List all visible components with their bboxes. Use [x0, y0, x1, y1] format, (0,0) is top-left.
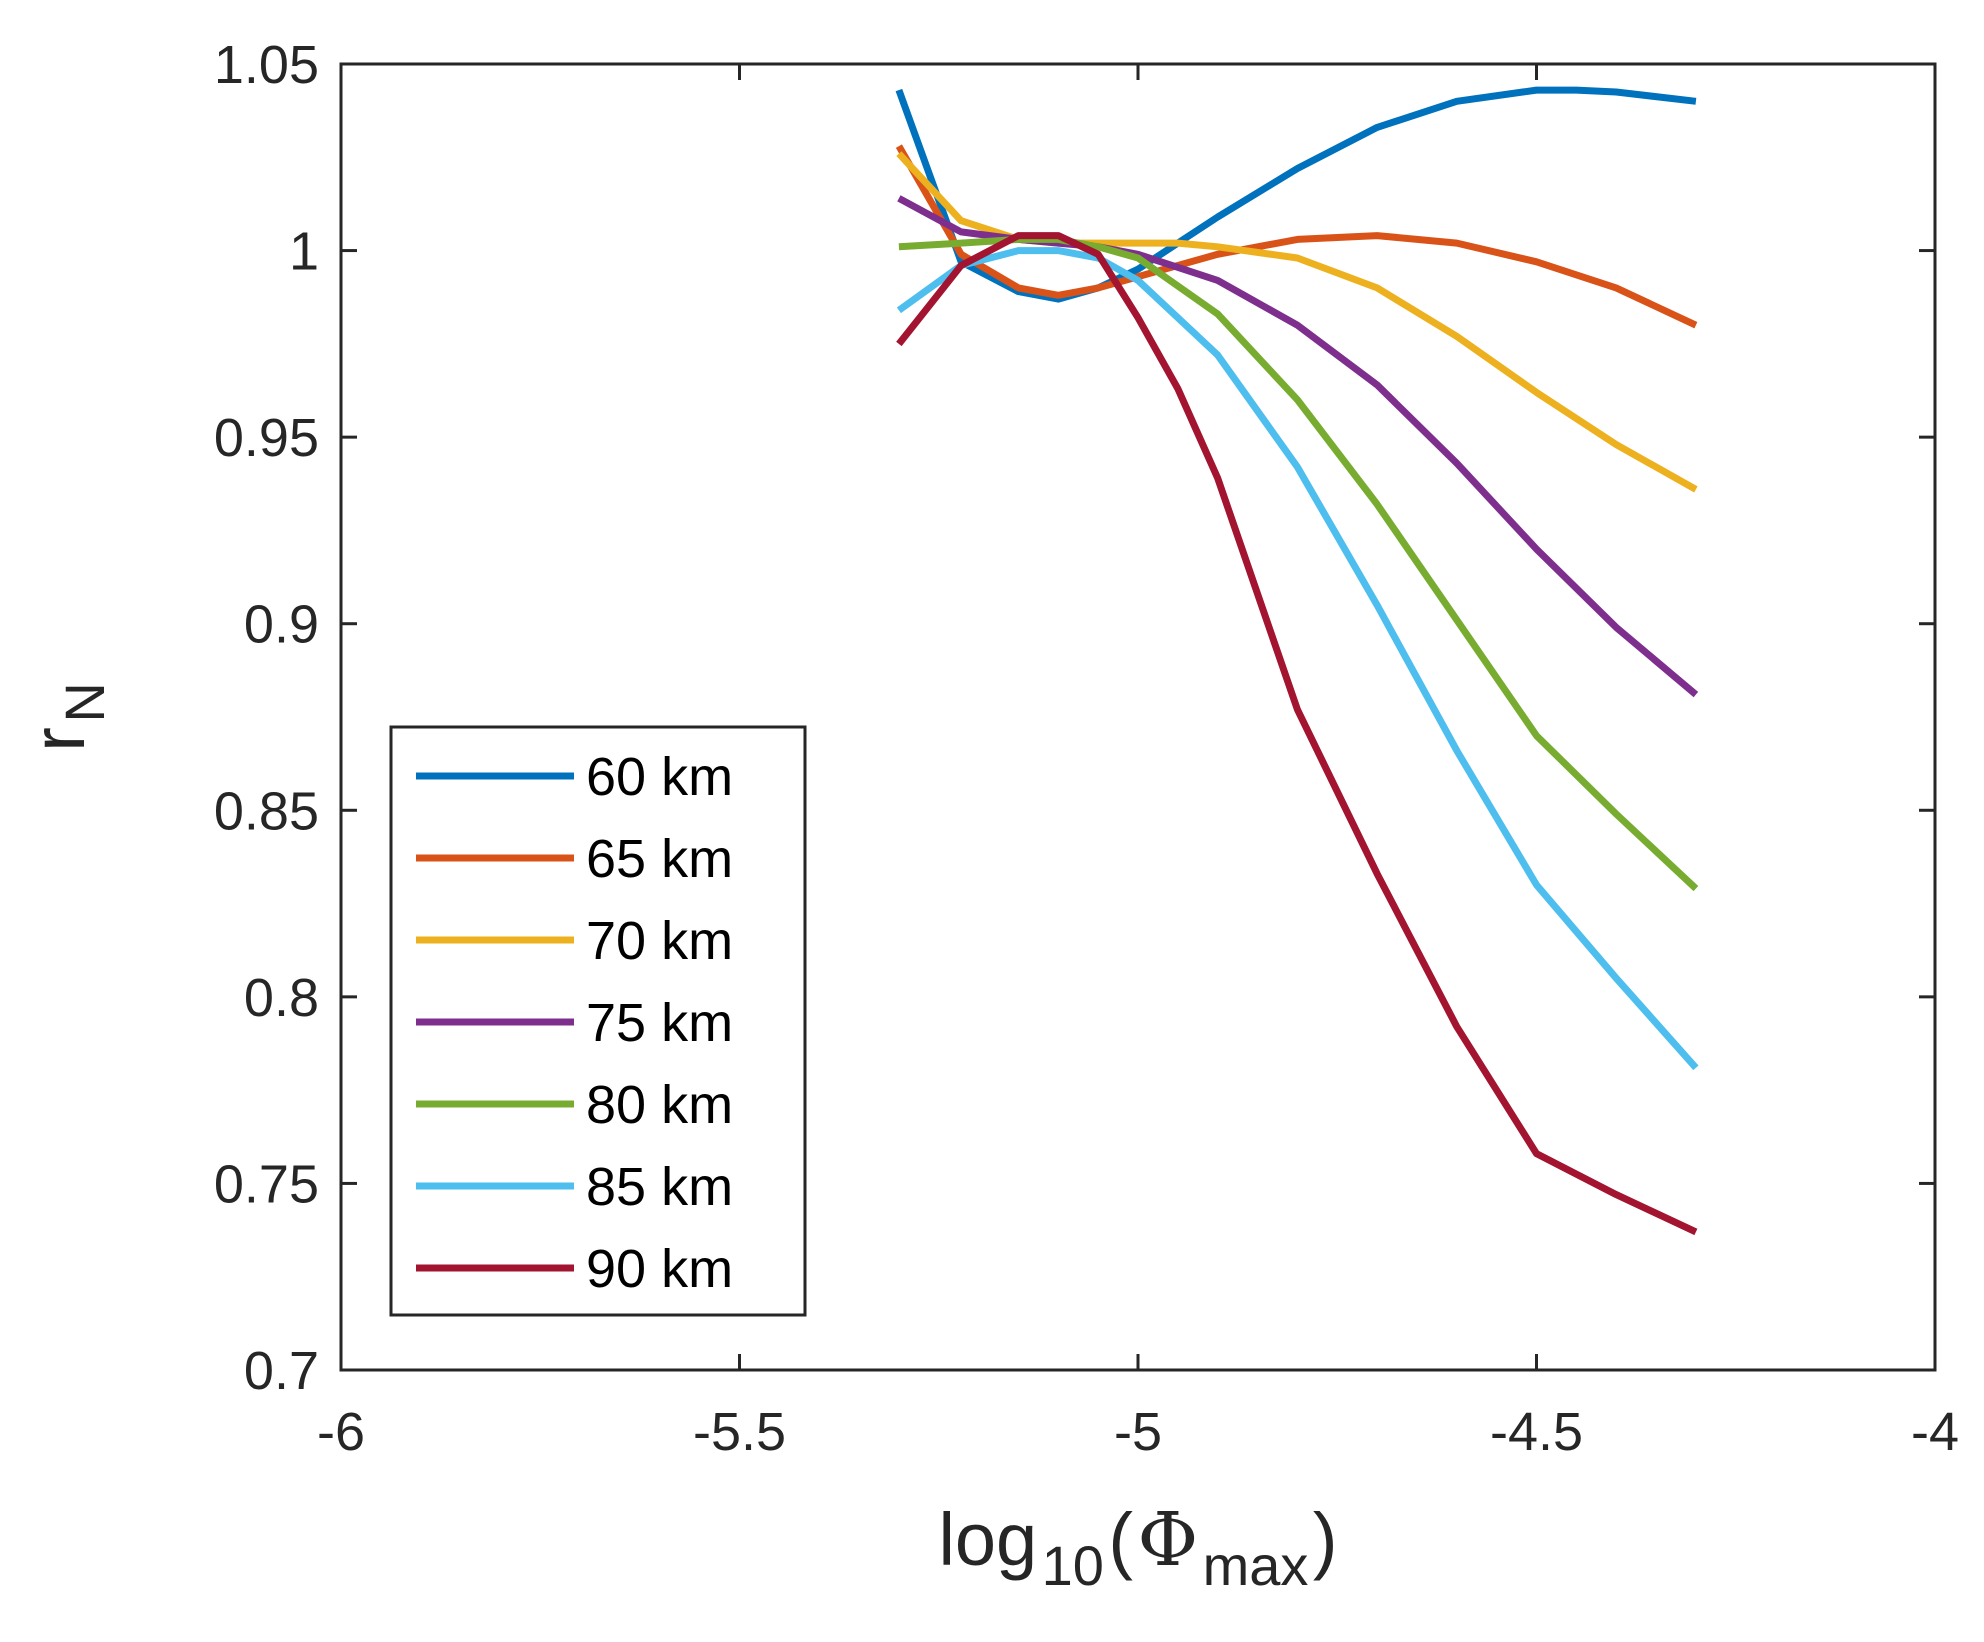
- x-tick-labels: -6 -5.5 -5 -4.5 -4: [317, 1402, 1959, 1462]
- y-tick-label: 0.95: [214, 408, 319, 468]
- series-line-60-km: [895, 86, 1697, 303]
- legend-entries: 60 km 65 km 70 km 75 km 80 km 85 km 90 km: [416, 747, 733, 1299]
- series-layer: [895, 86, 1699, 1236]
- legend-label: 90 km: [586, 1239, 733, 1299]
- x-axis-title: log 10 ( Φ max ): [938, 1497, 1337, 1597]
- x-tick-label: -5: [1114, 1402, 1162, 1462]
- y-tick-label: 0.7: [244, 1341, 319, 1401]
- x-tick-label: -4: [1911, 1402, 1959, 1462]
- y-tick-label: 0.8: [244, 968, 319, 1028]
- y-tick-label: 0.85: [214, 781, 319, 841]
- legend-label: 85 km: [586, 1157, 733, 1217]
- y-tick-label: 1.05: [214, 35, 319, 95]
- legend-label: 70 km: [586, 911, 733, 971]
- legend-label: 75 km: [586, 993, 733, 1053]
- x-tick-label: -6: [317, 1402, 365, 1462]
- legend-label: 65 km: [586, 829, 733, 889]
- axes-box: [339, 62, 1937, 1372]
- series-line-85-km: [896, 247, 1699, 1071]
- legend: 60 km 65 km 70 km 75 km 80 km 85 km 90 km: [389, 725, 807, 1317]
- y-tick-label: 0.75: [214, 1154, 319, 1214]
- y-tick-label: 1: [289, 222, 319, 282]
- x-tick-label: -4.5: [1490, 1402, 1583, 1462]
- y-axis-title: r N: [17, 682, 116, 752]
- series-line-65-km: [895, 144, 1698, 329]
- legend-label: 80 km: [586, 1075, 733, 1135]
- y-tick-label: 0.9: [244, 595, 319, 655]
- y-tick-labels: 0.7 0.75 0.8 0.85 0.9 0.95 1 1.05: [214, 35, 319, 1401]
- series-line-90-km: [896, 232, 1698, 1236]
- x-tick-label: -5.5: [693, 1402, 786, 1462]
- legend-label: 60 km: [586, 747, 733, 807]
